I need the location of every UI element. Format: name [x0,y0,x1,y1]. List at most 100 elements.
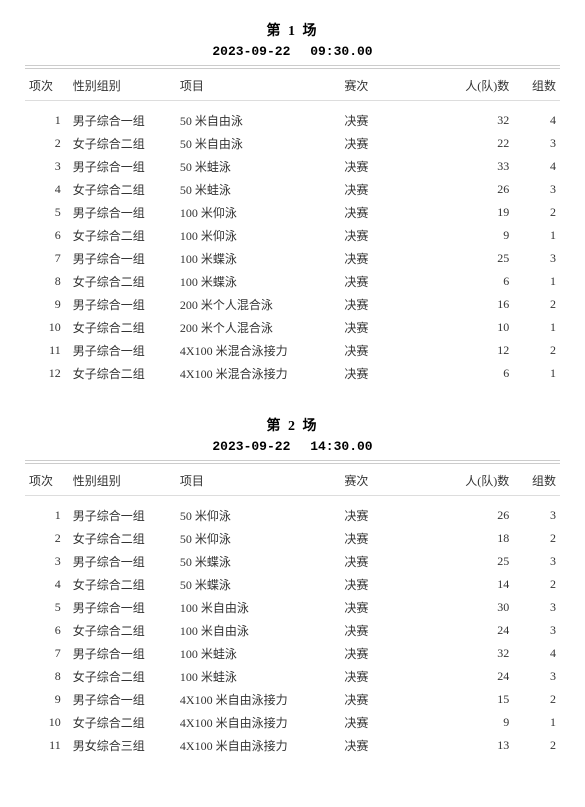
cell-idx: 4 [25,178,69,201]
cell-group: 女子综合二组 [69,711,176,734]
schedule-document: 第 1 场2023-09-22 09:30.00项次性别组别项目赛次人(队)数组… [25,20,560,757]
cell-idx: 8 [25,665,69,688]
cell-event: 200 米个人混合泳 [176,316,340,339]
cell-round: 决赛 [340,550,442,573]
cell-event: 100 米蛙泳 [176,642,340,665]
cell-heats: 3 [515,504,560,527]
cell-heats: 1 [515,270,560,293]
cell-count: 26 [442,178,515,201]
double-divider [25,65,560,69]
cell-idx: 4 [25,573,69,596]
cell-heats: 3 [515,665,560,688]
cell-group: 女子综合二组 [69,178,176,201]
session-title: 第 2 场 [25,415,560,435]
cell-idx: 9 [25,293,69,316]
header-heats: 组数 [515,470,560,491]
cell-group: 女子综合二组 [69,573,176,596]
cell-event: 4X100 米混合泳接力 [176,339,340,362]
schedule-table-head: 项次性别组别项目赛次人(队)数组数 [25,470,560,491]
cell-round: 决赛 [340,155,442,178]
cell-heats: 2 [515,339,560,362]
cell-round: 决赛 [340,619,442,642]
header-group: 性别组别 [69,470,176,491]
cell-idx: 12 [25,362,69,385]
cell-heats: 1 [515,316,560,339]
table-row: 8女子综合二组100 米蝶泳决赛61 [25,270,560,293]
cell-heats: 2 [515,201,560,224]
cell-event: 4X100 米自由泳接力 [176,711,340,734]
cell-round: 决赛 [340,504,442,527]
table-row: 1男子综合一组50 米自由泳决赛324 [25,109,560,132]
header-idx: 项次 [25,470,69,491]
cell-idx: 2 [25,527,69,550]
cell-group: 男子综合一组 [69,201,176,224]
cell-round: 决赛 [340,293,442,316]
cell-round: 决赛 [340,270,442,293]
cell-group: 男子综合一组 [69,504,176,527]
table-row: 10女子综合二组200 米个人混合泳决赛101 [25,316,560,339]
cell-group: 女子综合二组 [69,362,176,385]
single-divider [25,100,560,101]
cell-round: 决赛 [340,247,442,270]
cell-event: 100 米自由泳 [176,619,340,642]
cell-round: 决赛 [340,642,442,665]
cell-group: 女子综合二组 [69,619,176,642]
cell-round: 决赛 [340,573,442,596]
cell-round: 决赛 [340,596,442,619]
cell-group: 男子综合一组 [69,339,176,362]
cell-group: 女子综合二组 [69,527,176,550]
cell-idx: 9 [25,688,69,711]
table-row: 8女子综合二组100 米蛙泳决赛243 [25,665,560,688]
table-row: 6女子综合二组100 米仰泳决赛91 [25,224,560,247]
cell-heats: 2 [515,293,560,316]
cell-round: 决赛 [340,132,442,155]
cell-count: 13 [442,734,515,757]
table-row: 10女子综合二组4X100 米自由泳接力决赛91 [25,711,560,734]
table-row: 12女子综合二组4X100 米混合泳接力决赛61 [25,362,560,385]
cell-round: 决赛 [340,665,442,688]
cell-group: 男子综合一组 [69,155,176,178]
cell-idx: 11 [25,339,69,362]
table-row: 9男子综合一组200 米个人混合泳决赛162 [25,293,560,316]
cell-group: 女子综合二组 [69,132,176,155]
cell-idx: 6 [25,224,69,247]
cell-count: 18 [442,527,515,550]
cell-idx: 7 [25,247,69,270]
cell-heats: 4 [515,642,560,665]
cell-event: 50 米自由泳 [176,132,340,155]
cell-event: 50 米蛙泳 [176,155,340,178]
cell-idx: 1 [25,109,69,132]
cell-event: 100 米自由泳 [176,596,340,619]
table-row: 9男子综合一组4X100 米自由泳接力决赛152 [25,688,560,711]
header-count: 人(队)数 [442,75,515,96]
cell-count: 16 [442,293,515,316]
cell-group: 男女综合三组 [69,734,176,757]
cell-group: 女子综合二组 [69,316,176,339]
cell-count: 24 [442,619,515,642]
cell-event: 100 米蝶泳 [176,270,340,293]
cell-round: 决赛 [340,527,442,550]
cell-event: 50 米蛙泳 [176,178,340,201]
cell-idx: 3 [25,155,69,178]
cell-event: 50 米蝶泳 [176,550,340,573]
cell-event: 4X100 米自由泳接力 [176,688,340,711]
schedule-table-body: 1男子综合一组50 米仰泳决赛2632女子综合二组50 米仰泳决赛1823男子综… [25,504,560,757]
cell-idx: 1 [25,504,69,527]
cell-count: 25 [442,550,515,573]
cell-group: 男子综合一组 [69,688,176,711]
cell-round: 决赛 [340,688,442,711]
cell-heats: 1 [515,224,560,247]
table-row: 6女子综合二组100 米自由泳决赛243 [25,619,560,642]
table-header-row: 项次性别组别项目赛次人(队)数组数 [25,75,560,96]
cell-heats: 2 [515,573,560,596]
cell-idx: 2 [25,132,69,155]
cell-count: 30 [442,596,515,619]
session-block: 第 1 场2023-09-22 09:30.00项次性别组别项目赛次人(队)数组… [25,20,560,385]
cell-heats: 4 [515,155,560,178]
cell-count: 12 [442,339,515,362]
table-row: 2女子综合二组50 米自由泳决赛223 [25,132,560,155]
cell-idx: 3 [25,550,69,573]
cell-event: 200 米个人混合泳 [176,293,340,316]
cell-count: 6 [442,362,515,385]
cell-event: 4X100 米混合泳接力 [176,362,340,385]
